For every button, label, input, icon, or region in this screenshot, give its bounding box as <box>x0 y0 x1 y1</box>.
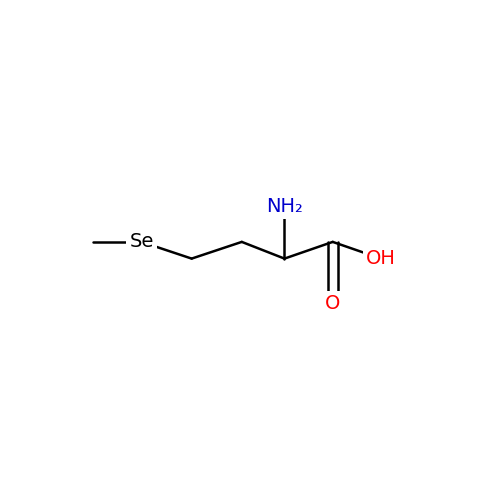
Text: O: O <box>325 294 341 313</box>
Text: Se: Se <box>129 232 154 251</box>
Text: NH₂: NH₂ <box>266 197 303 216</box>
Text: OH: OH <box>366 249 396 268</box>
